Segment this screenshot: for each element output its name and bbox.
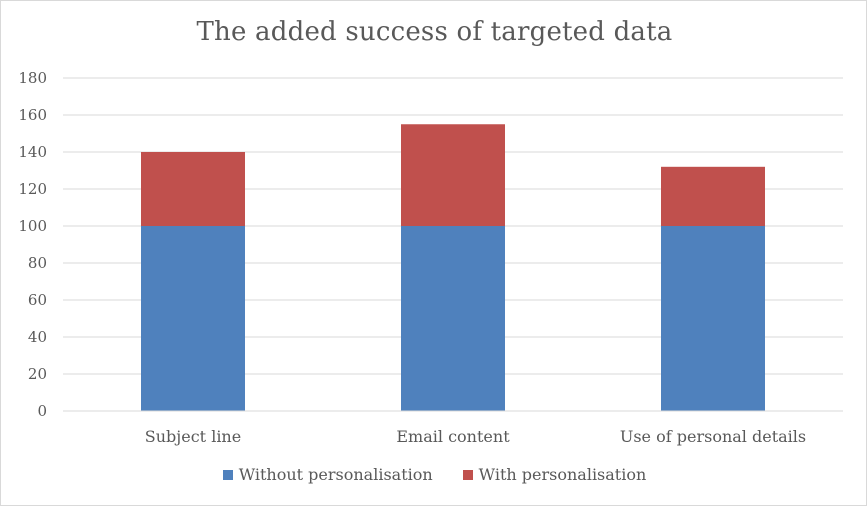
y-tick-label: 160 [18,106,47,124]
legend-item-without-personalisation: Without personalisation [222,465,433,484]
bar-with-personalisation-use-of-personal-details [661,166,765,226]
legend-label-with-personalisation: With personalisation [478,465,647,484]
bar-with-personalisation-email-content [401,124,505,226]
y-tick-label: 140 [18,143,47,161]
bar-without-personalisation-use-of-personal-details [661,226,765,411]
bar-without-personalisation-email-content [401,226,505,411]
y-tick-label: 20 [28,365,47,383]
legend-item-with-personalisation: With personalisation [462,465,647,484]
legend: Without personalisation With personalisa… [1,465,867,484]
legend-swatch-without-personalisation [222,469,233,480]
y-tick-label: 80 [28,254,47,272]
y-tick-label: 120 [18,180,47,198]
x-category-label: Use of personal details [620,427,806,446]
legend-label-without-personalisation: Without personalisation [238,465,433,484]
bar-with-personalisation-subject-line [141,152,245,226]
legend-swatch-with-personalisation [462,469,473,480]
x-category-label: Email content [396,427,510,446]
y-tick-label: 0 [37,402,47,420]
y-tick-label: 60 [28,291,47,309]
y-tick-label: 40 [28,328,47,346]
y-tick-label: 180 [18,69,47,87]
x-category-label: Subject line [145,427,241,446]
chart-title: The added success of targeted data [196,17,673,47]
y-tick-label: 100 [18,217,47,235]
bar-without-personalisation-subject-line [141,226,245,411]
